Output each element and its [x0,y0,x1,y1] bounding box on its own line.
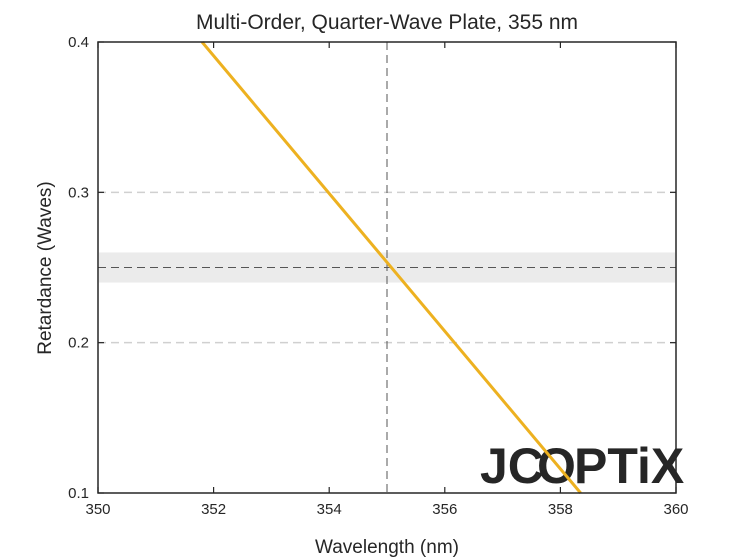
y-tick-label: 0.1 [68,485,89,502]
x-tick-label: 350 [85,501,110,518]
y-tick-label: 0.3 [68,184,89,201]
watermark-text-1: JC [480,438,544,494]
y-axis-label: Retardance (Waves) [35,181,56,355]
x-tick-label: 352 [201,501,226,518]
chart-title: Multi-Order, Quarter-Wave Plate, 355 nm [196,11,578,34]
plot-frame [97,41,677,494]
x-axis-label: Wavelength (nm) [315,537,459,558]
x-tick-label: 360 [663,501,688,518]
y-tick-label: 0.2 [68,335,89,352]
watermark-logo: JC O PTiX [480,438,684,494]
y-tick-label: 0.4 [68,34,89,51]
x-tick-label: 356 [432,501,457,518]
x-tick-label: 354 [317,501,342,518]
series-line [200,41,582,494]
x-tick-label: 358 [548,501,573,518]
watermark-text-3: PTiX [574,438,684,494]
